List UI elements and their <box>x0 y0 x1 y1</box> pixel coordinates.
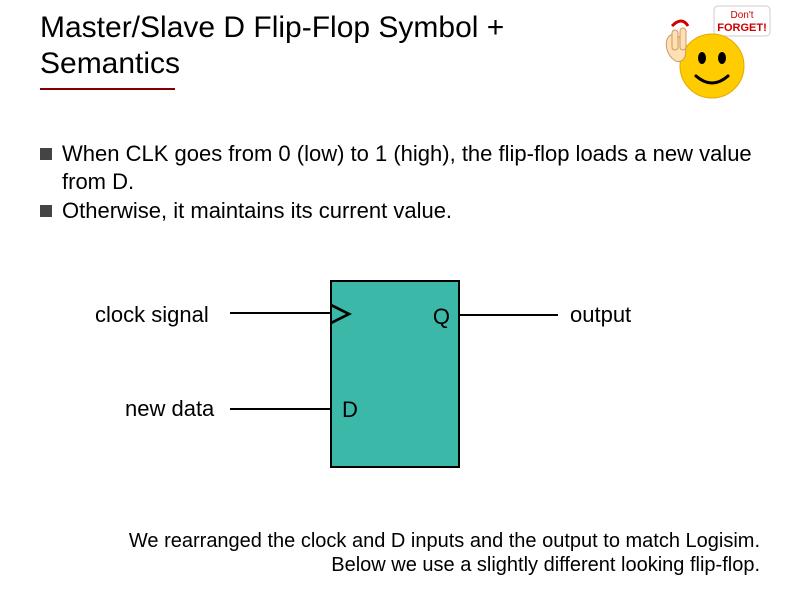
output-label: output <box>570 302 631 328</box>
title-underline <box>40 88 175 90</box>
clock-signal-label: clock signal <box>95 302 209 328</box>
clock-triangle <box>332 304 352 324</box>
bullet-item: When CLK goes from 0 (low) to 1 (high), … <box>40 140 760 195</box>
bullet-text: When CLK goes from 0 (low) to 1 (high), … <box>62 140 760 195</box>
bottom-note: We rearranged the clock and D inputs and… <box>40 529 760 577</box>
data-wire <box>230 408 330 410</box>
bullet-text: Otherwise, it maintains its current valu… <box>62 197 760 225</box>
bottom-note-line-2: Below we use a slightly different lookin… <box>331 554 760 576</box>
sticker-bottom-text: FORGET! <box>717 22 767 34</box>
bottom-note-line-1: We rearranged the clock and D inputs and… <box>129 530 760 552</box>
bullet-marker <box>40 148 52 160</box>
flipflop-box: D Q <box>330 280 460 468</box>
slide-title: Master/Slave D Flip-Flop Symbol + Semant… <box>40 10 504 82</box>
port-q-label: Q <box>433 304 450 330</box>
dont-forget-sticker: Don't FORGET! <box>662 4 772 104</box>
port-d-label: D <box>342 397 358 423</box>
title-line-2: Semantics <box>40 47 180 80</box>
new-data-label: new data <box>125 396 214 422</box>
sticker-top-text: Don't <box>730 10 753 21</box>
bullet-list: When CLK goes from 0 (low) to 1 (high), … <box>40 140 760 227</box>
title-line-1: Master/Slave D Flip-Flop Symbol + <box>40 11 504 44</box>
flipflop-diagram: D Q clock signal output new data <box>95 280 695 480</box>
slide-root: Master/Slave D Flip-Flop Symbol + Semant… <box>0 0 794 595</box>
bullet-item: Otherwise, it maintains its current valu… <box>40 197 760 225</box>
clock-wire <box>230 312 330 314</box>
output-wire <box>458 314 558 316</box>
bullet-marker <box>40 205 52 217</box>
